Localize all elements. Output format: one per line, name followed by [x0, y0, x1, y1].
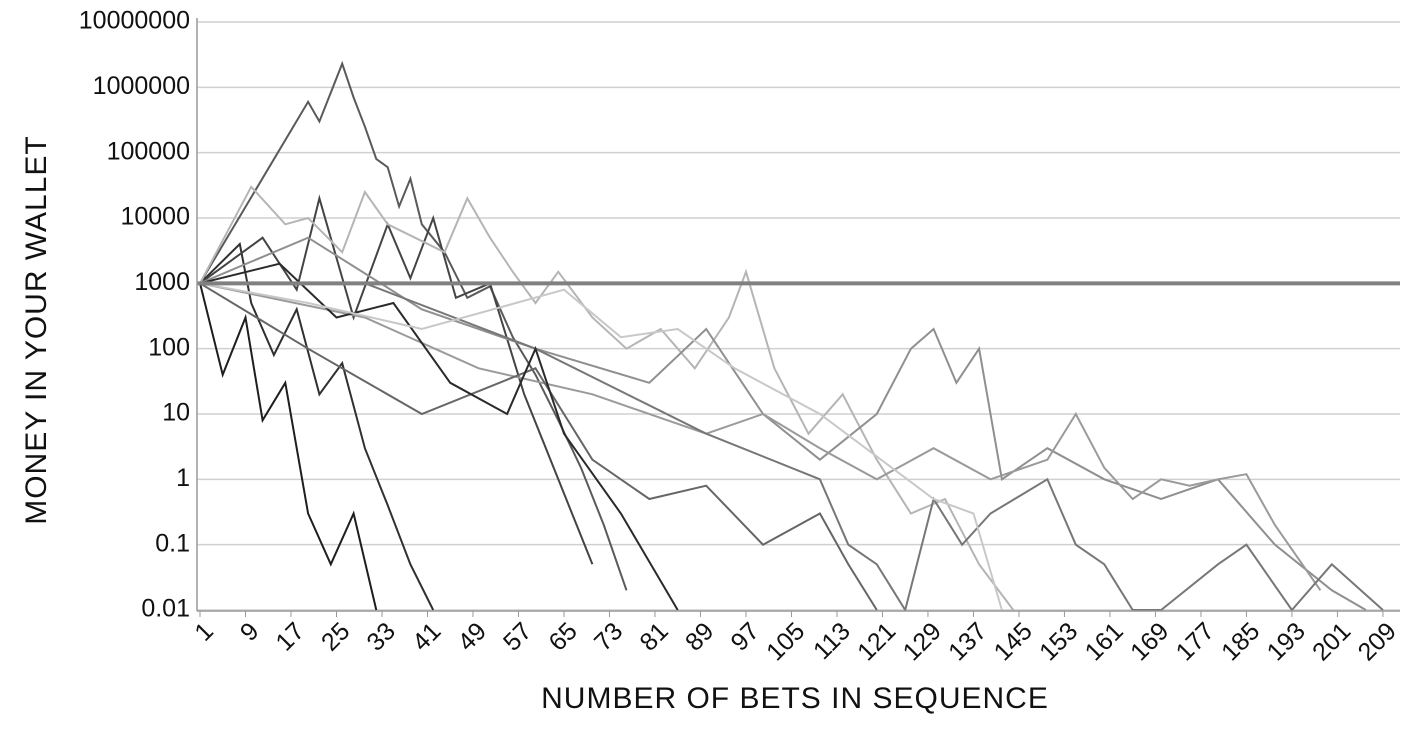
- y-tick-label: 100: [148, 333, 190, 361]
- series-line: [199, 283, 378, 611]
- x-tick-label: 9: [235, 617, 265, 647]
- x-tick-label: 177: [1171, 617, 1220, 666]
- y-tick-label: 10000000: [79, 7, 190, 35]
- y-tick-label: 10000: [120, 203, 190, 231]
- plot-area: [197, 60, 1400, 611]
- x-tick-label: 121: [852, 617, 901, 666]
- x-tick-label: 201: [1307, 617, 1356, 666]
- x-tick-label: 57: [498, 617, 537, 656]
- x-tick-label: 33: [361, 617, 400, 656]
- x-tick-label: 129: [898, 617, 947, 666]
- x-tick-label: 25: [316, 617, 355, 656]
- grid: [197, 21, 1400, 611]
- x-tick-label: 17: [270, 617, 309, 656]
- y-tick-label: 0.1: [155, 529, 190, 557]
- series-line: [199, 282, 878, 611]
- x-tick-label: 97: [725, 617, 764, 656]
- series-line: [200, 282, 1384, 611]
- x-tick-label: 65: [543, 617, 582, 656]
- x-tick-label: 113: [808, 617, 856, 665]
- x-tick-label: 153: [1034, 617, 1083, 666]
- series-line: [199, 236, 1367, 611]
- x-tick-label: 169: [1125, 617, 1174, 666]
- series-line: [199, 282, 1003, 611]
- y-tick-label: 10: [162, 399, 190, 427]
- x-tick-label: 209: [1353, 617, 1402, 666]
- y-tick-label: 1000000: [93, 72, 190, 100]
- x-tick-label: 81: [634, 617, 673, 656]
- x-tick-label: 137: [943, 617, 992, 666]
- series-line: [199, 282, 1322, 591]
- x-tick-label: 193: [1262, 617, 1311, 666]
- series-line: [199, 60, 628, 591]
- y-tick-label: 0.01: [141, 595, 190, 623]
- x-tick-label: 73: [589, 617, 628, 656]
- x-tick-label: 145: [989, 617, 1038, 666]
- x-tick-label: 49: [452, 617, 491, 656]
- x-tick-label: 185: [1216, 617, 1265, 666]
- y-axis-title: MONEY IN YOUR WALLET: [20, 135, 53, 525]
- x-axis-title: NUMBER OF BETS IN SEQUENCE: [541, 682, 1049, 715]
- series-line: [199, 185, 1015, 611]
- y-tick-label: 100000: [107, 137, 190, 165]
- y-tick-label: 1: [176, 464, 190, 492]
- series-line: [199, 194, 594, 565]
- series-line: [199, 262, 679, 611]
- x-tick-label: 89: [680, 617, 719, 656]
- x-tick-label: 41: [407, 617, 446, 656]
- x-tick-label: 161: [1080, 617, 1129, 666]
- x-tick-label: 105: [761, 617, 810, 666]
- y-tick-label: 1000: [134, 268, 190, 296]
- x-tick-label: 1: [189, 617, 219, 647]
- ticks: 0.01 0.1 1 10 100 1000 10000 100000 1000000 10000…: [79, 7, 1402, 667]
